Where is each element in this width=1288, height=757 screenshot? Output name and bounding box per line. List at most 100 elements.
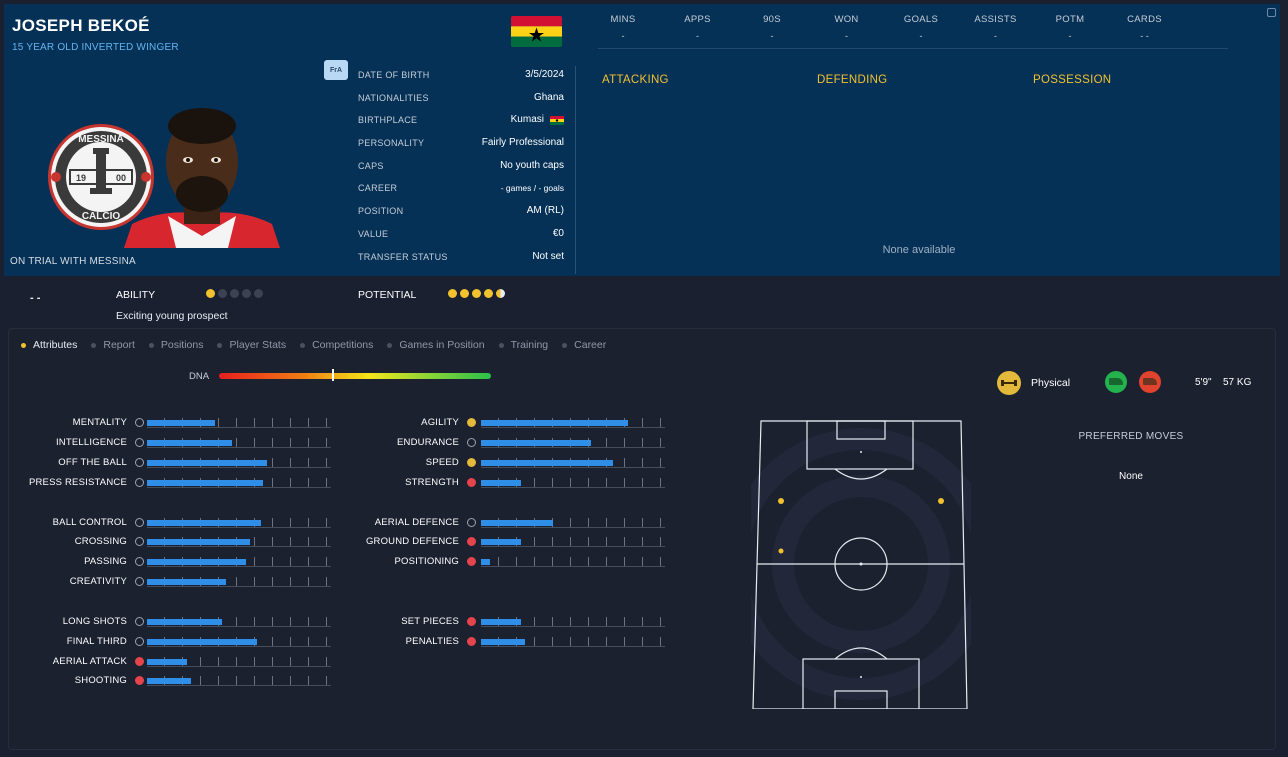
- detail-value[interactable]: Ghana: [533, 91, 564, 103]
- attribute-bar-fill: [147, 678, 192, 684]
- defending-title: DEFENDING: [817, 74, 888, 86]
- attribute-bar: [147, 637, 331, 647]
- tab-dot-icon: [21, 342, 26, 348]
- expand-icon[interactable]: [1267, 8, 1276, 17]
- stat-won: WON -: [810, 14, 884, 41]
- attribute-row[interactable]: AGILITY: [341, 416, 459, 430]
- star-icon: [496, 289, 505, 298]
- attribute-pie-icon: [467, 518, 476, 527]
- tab-label: Training: [510, 339, 549, 351]
- star-icon: [254, 289, 263, 298]
- player-name[interactable]: Joseph Bekoé: [12, 16, 150, 35]
- attribute-row[interactable]: GROUND DEFENCE: [341, 535, 459, 549]
- tab-games-in-position[interactable]: Games in Position: [387, 339, 485, 351]
- tab-label: Competitions: [312, 339, 374, 351]
- attribute-row[interactable]: BALL CONTROL: [9, 516, 127, 530]
- tab-career[interactable]: Career: [562, 339, 606, 351]
- attribute-row[interactable]: INTELLIGENCE: [9, 436, 127, 450]
- position-pitch[interactable]: [751, 419, 971, 709]
- attribute-gauge-icon: [135, 478, 144, 487]
- attribute-row[interactable]: SHOOTING: [9, 674, 127, 688]
- attribute-row[interactable]: SET PIECES: [341, 615, 459, 629]
- detail-label: DATE OF BIRTH: [358, 70, 430, 80]
- attribute-row[interactable]: FINAL THIRD: [9, 635, 127, 649]
- prospect-description: Exciting young prospect: [116, 310, 228, 322]
- detail-label: CAPS: [358, 160, 384, 171]
- attribute-bar: [481, 438, 665, 448]
- attribute-row[interactable]: POSITIONING: [341, 555, 459, 569]
- attribute-label: BALL CONTROL: [52, 517, 127, 528]
- tab-training[interactable]: Training: [498, 339, 549, 351]
- stat-value: -: [845, 31, 848, 41]
- detail-value[interactable]: Kumasi: [510, 114, 544, 126]
- attribute-bar: [147, 537, 331, 547]
- attribute-bar-fill: [481, 460, 614, 466]
- attribute-pie-icon: [467, 438, 476, 447]
- attribute-row[interactable]: OFF THE BALL: [9, 456, 127, 470]
- stat-value: - -: [1140, 31, 1149, 41]
- stat-header: GOALS: [903, 14, 939, 25]
- squad-status-badge[interactable]: FrA: [324, 60, 348, 80]
- tab-dot-icon: [498, 342, 504, 348]
- position-marker: [778, 498, 784, 504]
- attribute-bar-fill: [481, 619, 522, 625]
- attribute-label: MENTALITY: [72, 417, 127, 428]
- dna-bar: [219, 373, 491, 379]
- attribute-row[interactable]: PENALTIES: [341, 635, 459, 649]
- ability-rating-dash: - -: [30, 292, 41, 304]
- trial-status[interactable]: ON TRIAL WITH MESSINA: [10, 256, 136, 267]
- attribute-bar: [481, 478, 665, 488]
- stat-header: ASSISTS: [974, 14, 1017, 25]
- detail-value: AM (RL): [526, 205, 564, 217]
- tab-dot-icon: [148, 342, 154, 348]
- tab-report[interactable]: Report: [91, 339, 135, 351]
- attribute-bar: [481, 557, 665, 567]
- tab-attributes[interactable]: Attributes: [21, 339, 77, 351]
- detail-label: BIRTHPLACE: [358, 115, 418, 126]
- attribute-bar: [147, 518, 331, 528]
- season-stats: MINS - APPS - 90S - WON - GOALS - ASSISTS - POTM - CAR…: [582, 14, 1254, 54]
- attribute-pie-icon: [135, 617, 144, 626]
- stat-value: -: [770, 31, 774, 41]
- preferred-moves-value: None: [1119, 471, 1143, 482]
- attribute-bar-fill: [147, 520, 262, 526]
- detail-label: NATIONALITIES: [358, 92, 429, 103]
- tab-label: Player Stats: [229, 339, 287, 351]
- tab-label: Report: [103, 339, 135, 351]
- tab-dot-icon: [387, 342, 393, 348]
- badge-year-left: 19: [76, 173, 86, 183]
- attribute-bar: [481, 418, 665, 428]
- attribute-bar-fill: [147, 559, 247, 565]
- attribute-bar: [147, 577, 331, 587]
- attribute-row[interactable]: MENTALITY: [9, 416, 127, 430]
- tab-competitions[interactable]: Competitions: [300, 339, 373, 351]
- height-value: 5'9": [1195, 377, 1212, 388]
- tab-bar: Attributes Report Positions Player Stats Com…: [21, 339, 620, 351]
- stat-header: APPS: [684, 14, 711, 25]
- attribute-row[interactable]: PRESS RESISTANCE: [9, 476, 127, 490]
- physical-dumbbell-icon[interactable]: [997, 371, 1021, 395]
- attribute-bar-fill: [147, 619, 223, 625]
- attribute-row[interactable]: CROSSING: [9, 535, 127, 549]
- tab-positions[interactable]: Positions: [148, 339, 203, 351]
- attribute-bar-fill: [147, 579, 227, 585]
- tab-player-stats[interactable]: Player Stats: [217, 339, 286, 351]
- stat-apps: APPS -: [661, 14, 735, 41]
- attribute-row[interactable]: CREATIVITY: [9, 575, 127, 589]
- club-badge[interactable]: MESSINA CALCIO 19 00: [46, 122, 156, 232]
- tab-dot-icon: [217, 342, 223, 348]
- attribute-row[interactable]: AERIAL ATTACK: [9, 655, 127, 669]
- attribute-bar: [147, 617, 331, 627]
- attribute-row[interactable]: STRENGTH: [341, 476, 459, 490]
- stats-divider: [598, 48, 1228, 49]
- stat-potm: POTM -: [1033, 14, 1107, 41]
- attribute-row[interactable]: PASSING: [9, 555, 127, 569]
- attribute-bar-fill: [481, 520, 553, 526]
- attribute-row[interactable]: SPEED: [341, 456, 459, 470]
- stat-assists: ASSISTS -: [959, 14, 1033, 41]
- attribute-row[interactable]: LONG SHOTS: [9, 615, 127, 629]
- attribute-row[interactable]: ENDURANCE: [341, 436, 459, 450]
- attribute-row[interactable]: AERIAL DEFENCE: [341, 516, 459, 530]
- possession-title: POSSESSION: [1033, 74, 1112, 86]
- player-portrait: [124, 108, 280, 248]
